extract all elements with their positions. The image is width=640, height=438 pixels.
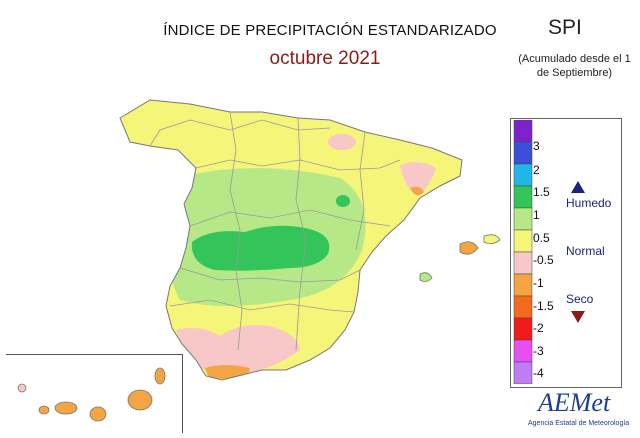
ibiza-island <box>419 272 433 282</box>
mallorca-island <box>459 241 479 255</box>
legend-tick: -0.5 <box>533 253 554 267</box>
legend-category-dry: Seco <box>566 292 594 306</box>
dry-patch-north <box>328 134 356 150</box>
legend-swatch <box>513 273 533 297</box>
canary-islands-frame <box>6 354 183 433</box>
index-note: (Acumulado desde el 1 de Septiembre) <box>518 53 631 79</box>
triangle-up-icon <box>571 181 585 193</box>
legend-swatch <box>513 120 533 143</box>
legend-tick: 0.5 <box>533 231 550 245</box>
dry-patch-andalusia <box>176 325 300 376</box>
legend-tick: -1 <box>533 276 544 290</box>
legend-swatch <box>513 207 533 231</box>
province-borders <box>149 111 401 351</box>
legend-swatch <box>513 185 533 209</box>
dry-patch-catalonia <box>400 162 436 196</box>
legend-tick: -3 <box>533 344 544 358</box>
legend-tick: 2 <box>533 163 540 177</box>
aemet-tagline: Agencia Estatal de Meteorología <box>528 420 630 427</box>
legend-colorbar <box>513 120 533 384</box>
legend-tick: 1.5 <box>533 185 550 199</box>
very-dry-patch-catalonia <box>410 186 424 196</box>
very-dry-patch-south <box>205 365 250 379</box>
legend-swatch <box>513 141 533 165</box>
legend-tick: -4 <box>533 366 544 380</box>
legend-tick: -2 <box>533 321 544 335</box>
legend-swatch <box>513 361 533 384</box>
legend-swatch <box>513 251 533 275</box>
legend-category-wet: Humedo <box>566 196 612 210</box>
map-title: ÍNDICE DE PRECIPITACIÓN ESTANDARIZADO <box>163 22 497 39</box>
index-label: SPI <box>548 16 582 39</box>
triangle-down-icon <box>571 311 585 323</box>
legend-category-normal: Normal <box>566 244 605 258</box>
menorca-island <box>483 234 501 244</box>
legend-tick: 1 <box>533 208 540 222</box>
canary-islands <box>17 367 166 422</box>
aemet-logo: AEMet <box>538 388 611 417</box>
wet-core <box>191 225 330 271</box>
legend-swatch <box>513 317 533 341</box>
legend-swatch <box>513 163 533 187</box>
map-subtitle: octubre 2021 <box>269 48 381 69</box>
legend-swatch <box>513 229 533 253</box>
legend-swatch <box>513 339 533 363</box>
legend-tick: -1.5 <box>533 299 554 313</box>
legend-swatch <box>513 295 533 319</box>
legend-tick: 3 <box>533 139 540 153</box>
wet-patch-ne <box>336 195 350 207</box>
